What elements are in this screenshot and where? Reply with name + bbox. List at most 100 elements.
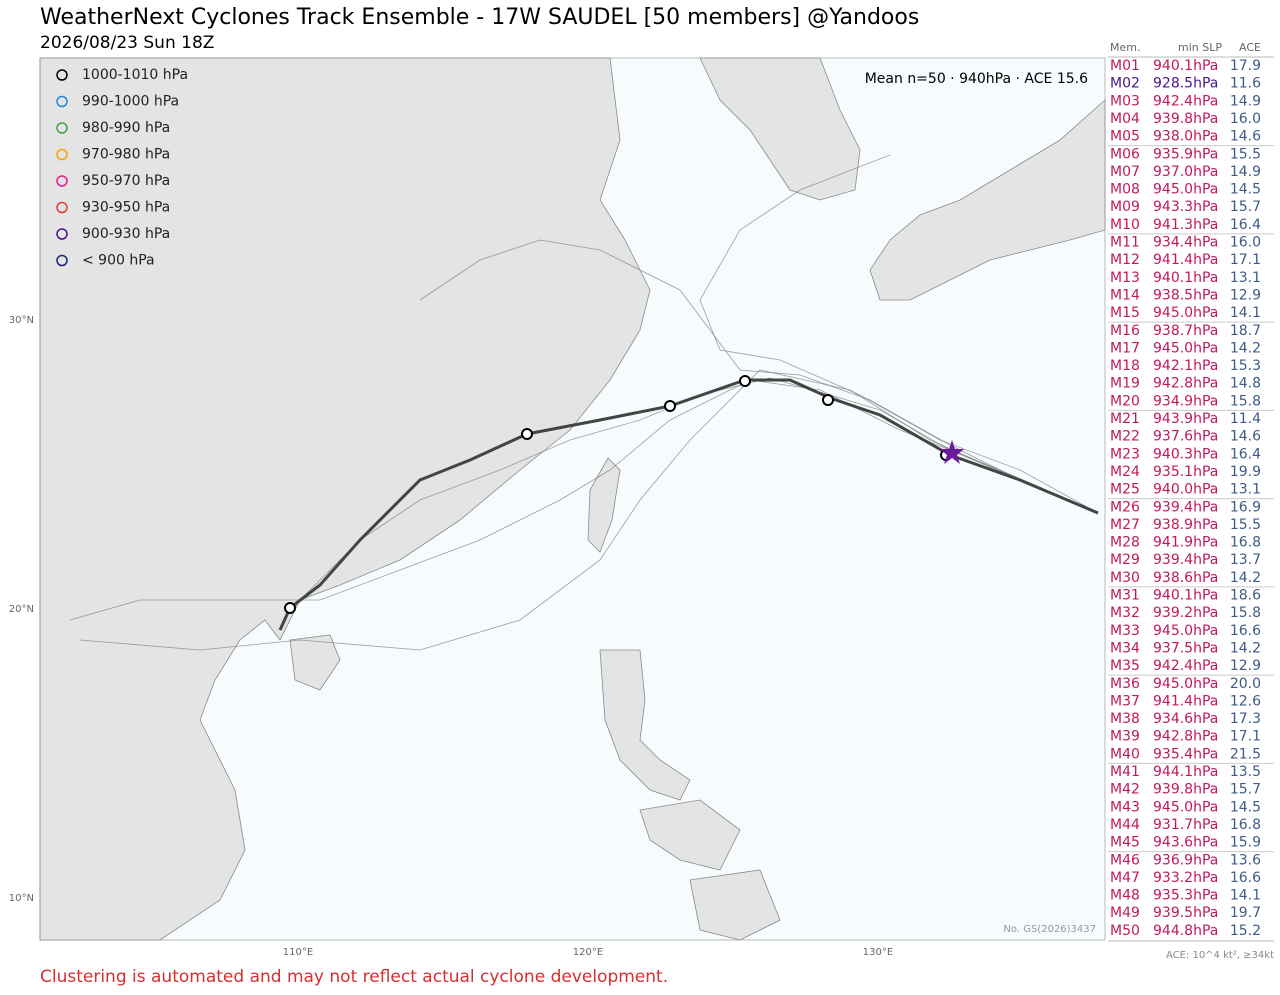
- ace: 19.7: [1230, 905, 1261, 921]
- member-id: M03: [1110, 93, 1140, 109]
- ace: 14.2: [1230, 640, 1261, 656]
- min-slp: 941.3hPa: [1153, 217, 1218, 233]
- ace: 12.9: [1230, 658, 1261, 674]
- min-slp: 939.5hPa: [1153, 905, 1218, 921]
- member-id: M21: [1110, 411, 1140, 427]
- ace: 17.1: [1230, 252, 1261, 268]
- member-id: M47: [1110, 870, 1140, 886]
- min-slp: 938.7hPa: [1153, 323, 1218, 339]
- min-slp: 945.0hPa: [1153, 305, 1218, 321]
- mean-track: [278, 378, 1099, 631]
- min-slp: 934.9hPa: [1153, 393, 1218, 409]
- member-id: M39: [1110, 729, 1140, 745]
- ace: 13.1: [1230, 270, 1261, 286]
- member-id: M24: [1110, 464, 1140, 480]
- lon-label: 110°E: [283, 947, 313, 958]
- ace: 16.8: [1230, 817, 1261, 833]
- mean-point: [521, 428, 533, 440]
- ace: 12.9: [1230, 287, 1261, 303]
- ace: 13.1: [1230, 482, 1261, 498]
- japan: [869, 99, 1106, 301]
- member-id: M42: [1110, 782, 1140, 798]
- member-id: M12: [1110, 252, 1140, 268]
- member-id: M38: [1110, 711, 1140, 727]
- min-slp: 940.1hPa: [1153, 588, 1218, 604]
- legend-label: 980-990 hPa: [82, 120, 170, 136]
- legend-marker: [56, 95, 68, 108]
- ace: 14.9: [1230, 93, 1261, 109]
- legend-marker: [56, 228, 68, 240]
- legend: 1000-1010 hPa 990-1000 hPa 980-990 hPa 970-…: [56, 67, 188, 269]
- min-slp: 941.4hPa: [1153, 693, 1218, 709]
- min-slp: 942.1hPa: [1153, 358, 1218, 374]
- min-slp: 935.1hPa: [1153, 464, 1218, 480]
- legend-label: 950-970 hPa: [82, 173, 170, 189]
- member-id: M20: [1110, 393, 1140, 409]
- member-id: M34: [1110, 640, 1140, 656]
- member-id: M23: [1110, 446, 1140, 462]
- min-slp: 938.5hPa: [1153, 287, 1218, 303]
- ace: 14.6: [1230, 429, 1261, 445]
- min-slp: 942.8hPa: [1153, 729, 1218, 745]
- mean-point: [739, 375, 751, 387]
- mindanao: [689, 869, 781, 941]
- member-id: M09: [1110, 199, 1140, 215]
- ace: 14.6: [1230, 129, 1261, 145]
- member-id: M18: [1110, 358, 1140, 374]
- taiwan: [587, 457, 621, 553]
- ace: 15.3: [1230, 358, 1261, 374]
- mean-point: [664, 400, 676, 412]
- column-header: ACE: [1239, 41, 1261, 54]
- ace: 14.5: [1230, 182, 1261, 198]
- ace: 16.9: [1230, 499, 1261, 515]
- ace: 13.5: [1230, 764, 1261, 780]
- member-id: M16: [1110, 323, 1140, 339]
- member-id: M02: [1110, 76, 1140, 92]
- min-slp: 943.3hPa: [1153, 199, 1218, 215]
- member-id: M44: [1110, 817, 1140, 833]
- member-id: M40: [1110, 746, 1140, 762]
- ace: 15.2: [1230, 923, 1261, 939]
- ace: 17.1: [1230, 729, 1261, 745]
- member-id: M11: [1110, 235, 1140, 251]
- min-slp: 934.4hPa: [1153, 235, 1218, 251]
- subtitle: 2026/08/23 Sun 18Z: [40, 33, 214, 53]
- member-id: M37: [1110, 693, 1140, 709]
- ace: 18.7: [1230, 323, 1261, 339]
- min-slp: 935.9hPa: [1153, 146, 1218, 162]
- member-id: M43: [1110, 799, 1140, 815]
- member-id: M05: [1110, 129, 1140, 145]
- ace: 11.4: [1230, 411, 1261, 427]
- min-slp: 933.2hPa: [1153, 870, 1218, 886]
- watermark: No. GS(2026)3437: [1003, 924, 1096, 935]
- legend-label: 990-1000 hPa: [82, 94, 179, 110]
- mean-point: [284, 602, 296, 614]
- ace: 14.8: [1230, 376, 1261, 392]
- start-star: [940, 440, 964, 464]
- ace: 14.1: [1230, 305, 1261, 321]
- member-id: M30: [1110, 570, 1140, 586]
- min-slp: 936.9hPa: [1153, 852, 1218, 868]
- ace: 16.0: [1230, 111, 1261, 127]
- ace: 21.5: [1230, 746, 1261, 762]
- min-slp: 944.1hPa: [1153, 764, 1218, 780]
- member-id: M48: [1110, 888, 1140, 904]
- legend-marker: [56, 175, 68, 187]
- min-slp: 945.0hPa: [1153, 799, 1218, 815]
- ace: 15.8: [1230, 605, 1261, 621]
- ace: 13.6: [1230, 852, 1261, 868]
- min-slp: 934.6hPa: [1153, 711, 1218, 727]
- member-id: M27: [1110, 517, 1140, 533]
- min-slp: 940.3hPa: [1153, 446, 1218, 462]
- min-slp: 939.4hPa: [1153, 499, 1218, 515]
- min-slp: 938.0hPa: [1153, 129, 1218, 145]
- member-id: M19: [1110, 376, 1140, 392]
- ace: 19.9: [1230, 464, 1261, 480]
- legend-marker: [56, 201, 68, 214]
- ace: 14.5: [1230, 799, 1261, 815]
- min-slp: 942.4hPa: [1153, 658, 1218, 674]
- min-slp: 943.9hPa: [1153, 411, 1218, 427]
- ace: 15.5: [1230, 517, 1261, 533]
- ace: 16.4: [1230, 446, 1261, 462]
